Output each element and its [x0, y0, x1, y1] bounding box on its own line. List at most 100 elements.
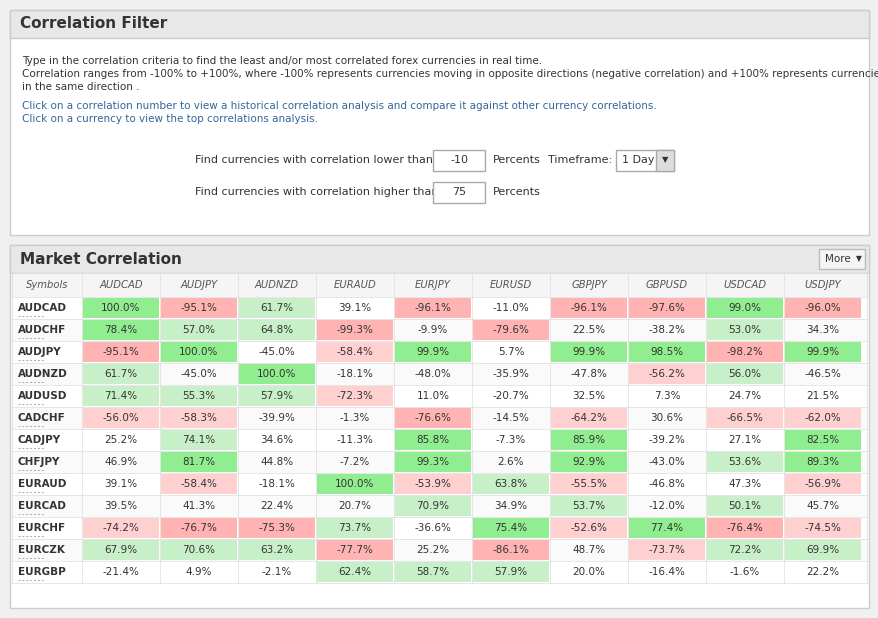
- Text: Find currencies with correlation lower than:: Find currencies with correlation lower t…: [195, 155, 436, 165]
- Bar: [394, 496, 471, 516]
- Text: 20.0%: 20.0%: [572, 567, 605, 577]
- Bar: [83, 320, 159, 340]
- Bar: [472, 562, 549, 582]
- Text: CADJPY: CADJPY: [18, 435, 61, 445]
- Text: 1 Day: 1 Day: [622, 155, 654, 165]
- Bar: [317, 320, 392, 340]
- Text: -62.0%: -62.0%: [803, 413, 840, 423]
- Text: 34.9%: 34.9%: [493, 501, 527, 511]
- Text: 39.1%: 39.1%: [338, 303, 371, 313]
- Bar: [551, 496, 626, 516]
- Text: 53.0%: 53.0%: [728, 325, 760, 335]
- Text: -56.9%: -56.9%: [803, 479, 840, 489]
- Bar: [551, 518, 626, 538]
- Bar: [12, 385, 866, 407]
- Text: 20.7%: 20.7%: [338, 501, 371, 511]
- Text: 50.1%: 50.1%: [728, 501, 760, 511]
- Bar: [394, 452, 471, 472]
- Bar: [706, 452, 782, 472]
- Text: 99.0%: 99.0%: [728, 303, 760, 313]
- Text: 30.6%: 30.6%: [650, 413, 683, 423]
- Bar: [706, 320, 782, 340]
- Bar: [10, 10, 868, 38]
- Text: 99.9%: 99.9%: [805, 347, 838, 357]
- Bar: [317, 518, 392, 538]
- Bar: [239, 540, 314, 560]
- Bar: [12, 517, 866, 539]
- Text: Find currencies with correlation higher than:: Find currencies with correlation higher …: [195, 187, 442, 197]
- Text: -55.5%: -55.5%: [570, 479, 607, 489]
- Text: 100.0%: 100.0%: [257, 369, 297, 379]
- Bar: [161, 320, 237, 340]
- Bar: [706, 408, 782, 428]
- Bar: [161, 518, 237, 538]
- Bar: [12, 495, 866, 517]
- Text: in the same direction .: in the same direction .: [22, 82, 140, 92]
- Bar: [818, 249, 864, 269]
- Text: EURJPY: EURJPY: [414, 280, 450, 290]
- Bar: [317, 562, 392, 582]
- Bar: [551, 430, 626, 450]
- Text: 77.4%: 77.4%: [650, 523, 683, 533]
- Text: 70.6%: 70.6%: [183, 545, 215, 555]
- Bar: [12, 319, 866, 341]
- Text: -21.4%: -21.4%: [103, 567, 140, 577]
- Text: -73.7%: -73.7%: [648, 545, 685, 555]
- Bar: [706, 540, 782, 560]
- Text: -74.2%: -74.2%: [103, 523, 140, 533]
- Text: AUDUSD: AUDUSD: [18, 391, 68, 401]
- Text: USDJPY: USDJPY: [803, 280, 840, 290]
- Text: Click on a currency to view the top correlations analysis.: Click on a currency to view the top corr…: [22, 114, 318, 124]
- Text: -58.3%: -58.3%: [180, 413, 217, 423]
- Bar: [784, 474, 860, 494]
- Text: -14.5%: -14.5%: [492, 413, 529, 423]
- Text: 85.8%: 85.8%: [416, 435, 449, 445]
- Text: -38.2%: -38.2%: [648, 325, 685, 335]
- Text: -75.3%: -75.3%: [258, 523, 295, 533]
- Text: 22.4%: 22.4%: [260, 501, 293, 511]
- Text: 72.2%: 72.2%: [728, 545, 760, 555]
- Text: 39.1%: 39.1%: [104, 479, 137, 489]
- Bar: [12, 363, 866, 385]
- Bar: [472, 474, 549, 494]
- Text: -53.9%: -53.9%: [414, 479, 451, 489]
- Text: -56.0%: -56.0%: [103, 413, 140, 423]
- Bar: [161, 430, 237, 450]
- Text: 4.9%: 4.9%: [185, 567, 212, 577]
- Text: 41.3%: 41.3%: [183, 501, 215, 511]
- Text: -98.2%: -98.2%: [726, 347, 763, 357]
- Text: 75: 75: [451, 187, 465, 197]
- Text: 100.0%: 100.0%: [335, 479, 374, 489]
- Text: -18.1%: -18.1%: [258, 479, 295, 489]
- Bar: [83, 408, 159, 428]
- Text: ▼: ▼: [855, 255, 861, 263]
- Text: -1.3%: -1.3%: [340, 413, 370, 423]
- Text: -77.7%: -77.7%: [336, 545, 373, 555]
- Text: -47.8%: -47.8%: [570, 369, 607, 379]
- Text: ▼: ▼: [661, 156, 667, 164]
- Text: 82.5%: 82.5%: [805, 435, 838, 445]
- Text: 22.2%: 22.2%: [805, 567, 838, 577]
- Bar: [706, 364, 782, 384]
- Text: -74.5%: -74.5%: [803, 523, 840, 533]
- Text: -16.4%: -16.4%: [648, 567, 685, 577]
- Bar: [784, 540, 860, 560]
- Bar: [239, 298, 314, 318]
- Text: -64.2%: -64.2%: [570, 413, 607, 423]
- Text: 99.9%: 99.9%: [416, 347, 449, 357]
- Text: 45.7%: 45.7%: [805, 501, 838, 511]
- Bar: [161, 386, 237, 406]
- Text: 5.7%: 5.7%: [497, 347, 523, 357]
- Bar: [784, 298, 860, 318]
- Bar: [394, 408, 471, 428]
- Text: -43.0%: -43.0%: [648, 457, 685, 467]
- Bar: [317, 386, 392, 406]
- Text: Symbols: Symbols: [25, 280, 68, 290]
- Text: 57.9%: 57.9%: [260, 391, 293, 401]
- Bar: [472, 320, 549, 340]
- Bar: [12, 407, 866, 429]
- Text: 57.0%: 57.0%: [183, 325, 215, 335]
- Bar: [433, 182, 485, 203]
- Text: 2.6%: 2.6%: [497, 457, 523, 467]
- Text: 99.9%: 99.9%: [572, 347, 605, 357]
